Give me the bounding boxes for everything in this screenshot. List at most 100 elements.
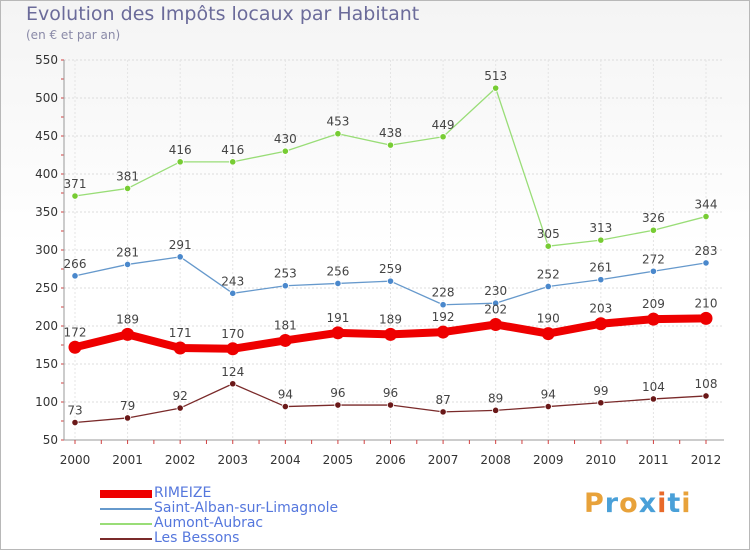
- y-tick-label: 250: [35, 281, 58, 295]
- x-tick-label: 2002: [165, 453, 196, 467]
- data-label: 170: [221, 327, 244, 341]
- data-label: 202: [484, 302, 507, 316]
- data-label: 172: [64, 325, 87, 339]
- data-label: 256: [326, 264, 349, 278]
- chart-subtitle: (en € et par an): [26, 28, 121, 42]
- data-label: 449: [432, 118, 455, 132]
- data-label: 189: [379, 312, 402, 326]
- x-tick-label: 2003: [217, 453, 248, 467]
- x-tick-label: 2010: [586, 453, 617, 467]
- y-tick-label: 200: [35, 319, 58, 333]
- data-label: 171: [169, 326, 192, 340]
- data-point: [71, 272, 79, 280]
- data-point: [439, 301, 447, 309]
- data-point: [544, 402, 552, 411]
- data-point: [229, 380, 237, 388]
- data-point: [541, 327, 555, 341]
- data-label: 108: [695, 377, 718, 391]
- data-point: [123, 414, 132, 422]
- data-label: 438: [379, 126, 402, 140]
- y-tick-label: 100: [35, 395, 58, 409]
- data-point: [439, 408, 447, 416]
- data-label: 190: [537, 312, 560, 326]
- data-point: [281, 147, 289, 155]
- data-label: 261: [589, 261, 612, 275]
- data-label: 381: [116, 169, 139, 183]
- proxiti-logo: Proxiti: [584, 488, 692, 519]
- x-tick-label: 2006: [375, 453, 406, 467]
- x-tick-label: 2001: [112, 453, 143, 467]
- data-point: [176, 404, 184, 412]
- data-label: 79: [120, 399, 135, 413]
- data-label: 416: [169, 143, 192, 157]
- data-label: 259: [379, 262, 402, 276]
- logo-letter: i: [681, 488, 692, 519]
- y-tick-label: 500: [35, 91, 58, 105]
- data-label: 189: [116, 312, 139, 326]
- data-point: [123, 184, 132, 193]
- data-point: [702, 212, 710, 221]
- data-point: [702, 392, 710, 400]
- data-label: 89: [488, 391, 503, 405]
- logo-letter: x: [638, 488, 658, 519]
- data-point: [492, 299, 500, 307]
- y-tick-label: 300: [35, 243, 58, 257]
- data-label: 291: [169, 238, 192, 252]
- data-label: 283: [695, 244, 718, 258]
- data-point: [597, 276, 605, 284]
- data-point: [492, 84, 500, 92]
- data-label: 191: [326, 311, 349, 325]
- data-point: [699, 311, 713, 325]
- x-tick-label: 2007: [428, 453, 459, 467]
- data-label: 305: [537, 227, 560, 241]
- legend-label: Les Bessons: [154, 530, 240, 546]
- data-point: [597, 236, 605, 244]
- data-point: [229, 158, 237, 166]
- data-point: [646, 312, 660, 326]
- data-point: [121, 327, 135, 341]
- data-label: 313: [589, 221, 612, 235]
- data-label: 92: [173, 389, 188, 403]
- data-label: 73: [67, 404, 82, 418]
- y-tick-label: 50: [43, 433, 58, 447]
- y-tick-label: 400: [35, 167, 58, 181]
- data-label: 96: [330, 386, 345, 400]
- legend-label: Aumont-Aubrac: [154, 515, 264, 531]
- data-label: 87: [435, 393, 450, 407]
- data-point: [439, 133, 447, 141]
- data-point: [384, 327, 397, 341]
- chart-title: Evolution des Impôts locaux par Habitant: [26, 3, 420, 25]
- data-point: [123, 260, 132, 269]
- data-point: [68, 340, 82, 354]
- legend-label: Saint-Alban-sur-Limagnole: [154, 500, 339, 516]
- data-point: [334, 130, 342, 138]
- logo-letter: i: [657, 488, 668, 519]
- logo-letter: P: [584, 488, 605, 519]
- logo-letter: r: [604, 488, 620, 519]
- data-point: [594, 317, 608, 331]
- data-point: [489, 317, 503, 331]
- data-point: [229, 289, 237, 297]
- logo-letter: o: [619, 488, 639, 519]
- data-label: 124: [221, 365, 244, 379]
- data-label: 326: [642, 211, 665, 225]
- data-point: [544, 242, 552, 250]
- data-label: 203: [589, 302, 612, 316]
- logo-letter: t: [667, 488, 682, 519]
- y-tick-label: 550: [35, 53, 58, 67]
- data-label: 210: [695, 296, 718, 310]
- data-point: [176, 253, 184, 261]
- data-point: [173, 341, 187, 355]
- data-point: [331, 326, 345, 340]
- data-label: 430: [274, 132, 297, 146]
- data-point: [334, 401, 342, 409]
- x-tick-label: 2005: [323, 453, 354, 467]
- data-point: [386, 401, 395, 409]
- data-label: 243: [221, 274, 244, 288]
- legend-swatch: [100, 508, 152, 510]
- data-point: [649, 395, 658, 403]
- legend-swatch: [100, 490, 152, 498]
- data-point: [71, 192, 79, 200]
